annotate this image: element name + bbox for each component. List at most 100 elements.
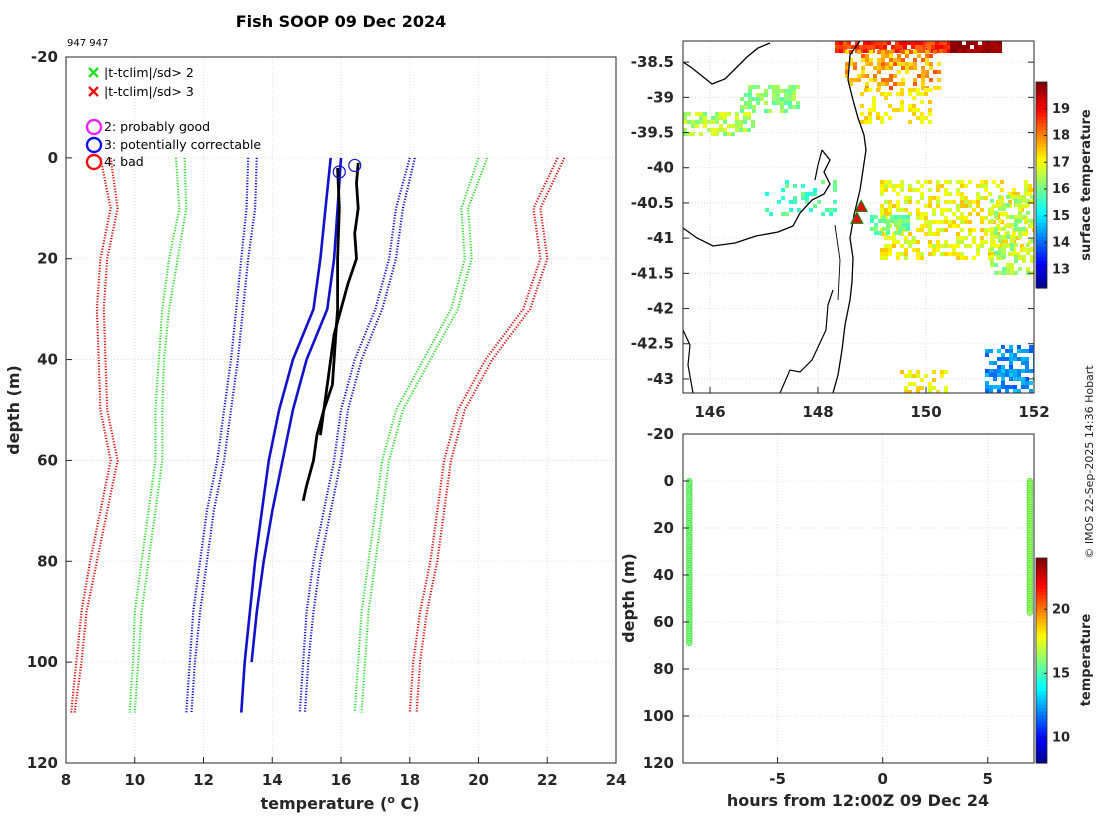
sst-pixel	[905, 54, 909, 58]
sst-pixel	[944, 252, 948, 256]
sst-pixel	[966, 45, 970, 49]
legend-label: 4: bad	[104, 154, 144, 169]
profile-y-tick-label: 20	[37, 250, 58, 268]
temperature-colorbar-segment	[1036, 592, 1047, 597]
profile-line-blue-left-a	[185, 157, 250, 713]
sst-pixel	[974, 41, 978, 45]
sst-pixel	[892, 204, 896, 208]
sst-colorbar-segment	[1036, 160, 1047, 165]
sst-pixel	[833, 188, 837, 192]
sst-pixel	[994, 251, 998, 255]
sst-pixel	[950, 41, 954, 45]
sst-pixel	[864, 88, 868, 92]
sst-pixel	[1014, 215, 1018, 219]
sst-pixel	[1005, 357, 1009, 361]
profile-line-red-left-a	[70, 157, 112, 713]
sst-pixel	[869, 78, 873, 82]
sst-pixel	[849, 62, 853, 66]
sst-pixel	[964, 216, 968, 220]
sst-colorbar-segment	[1036, 226, 1047, 231]
sst-pixel	[904, 256, 908, 260]
sst-pixel	[1021, 361, 1025, 365]
sst-pixel	[760, 97, 764, 101]
sst-pixel	[903, 45, 907, 49]
sst-pixel	[894, 219, 898, 223]
sst-pixel	[1029, 381, 1033, 385]
sst-colorbar-segment	[1036, 270, 1047, 275]
sst-pixel	[912, 382, 916, 386]
sst-pixel	[715, 128, 719, 132]
sst-pixel	[898, 215, 902, 219]
sst-pixel	[747, 112, 751, 116]
sst-pixel	[1009, 349, 1013, 353]
sst-pixel	[890, 215, 894, 219]
sst-colorbar-segment	[1036, 250, 1047, 255]
sst-pixel	[1014, 195, 1018, 199]
sst-pixel	[902, 223, 906, 227]
sst-pixel	[1025, 385, 1029, 389]
sst-pixel	[990, 45, 994, 49]
sst-pixel	[833, 180, 837, 184]
sst-pixel	[756, 97, 760, 101]
sst-pixel	[950, 49, 954, 53]
sst-pixel	[908, 88, 912, 92]
sst-pixel	[998, 45, 1002, 49]
sst-pixel	[893, 58, 897, 62]
sst-pixel	[908, 104, 912, 108]
sst-pixel	[1021, 357, 1025, 361]
sst-pixel	[1029, 389, 1033, 393]
temperature-colorbar-segment	[1036, 670, 1047, 675]
sst-pixel	[886, 227, 890, 231]
map-y-tick-label: -42	[647, 300, 674, 318]
sst-pixel	[980, 244, 984, 248]
sst-pixel	[777, 200, 781, 204]
sst-pixel	[789, 208, 793, 212]
sst-pixel	[1002, 267, 1006, 271]
sst-pixel	[1014, 219, 1018, 223]
sst-pixel	[896, 204, 900, 208]
temperature-colorbar-segment	[1036, 646, 1047, 651]
sst-pixel	[735, 120, 739, 124]
sst-pixel	[913, 58, 917, 62]
sst-pixel	[964, 196, 968, 200]
temperature-colorbar-segment	[1036, 650, 1047, 655]
sst-pixel	[908, 184, 912, 188]
legend-circle-marker	[85, 118, 103, 136]
sst-pixel	[1006, 195, 1010, 199]
sst-pixel	[901, 78, 905, 82]
temperature-colorbar-segment	[1036, 701, 1047, 706]
sst-pixel	[998, 255, 1002, 259]
sst-pixel	[904, 196, 908, 200]
sst-pixel	[960, 200, 964, 204]
sst-pixel	[956, 240, 960, 244]
sst-pixel	[1013, 377, 1017, 381]
sst-pixel	[916, 390, 920, 393]
sst-pixel	[870, 215, 874, 219]
legend-label: |t-tclim|/sd> 2	[104, 65, 194, 80]
sst-pixel	[992, 180, 996, 184]
temperature-colorbar-segment	[1036, 677, 1047, 682]
sst-colorbar-segment	[1036, 253, 1047, 258]
sst-pixel	[881, 66, 885, 70]
sst-pixel	[976, 244, 980, 248]
sst-pixel	[691, 132, 695, 136]
sst-pixel	[784, 97, 788, 101]
sst-pixel	[776, 93, 780, 97]
time-depth-y-label: depth (m)	[619, 553, 638, 643]
sst-pixel	[1001, 345, 1005, 349]
sst-pixel	[925, 54, 929, 58]
sst-pixel	[888, 204, 892, 208]
profile-line-red-right-b	[415, 157, 566, 713]
sst-pixel	[867, 41, 871, 45]
sst-pixel	[888, 104, 892, 108]
sst-colorbar-segment	[1036, 263, 1047, 268]
sst-pixel	[998, 271, 1002, 275]
map-y-tick-label: -42.5	[631, 335, 674, 353]
sst-pixel	[683, 128, 687, 132]
sst-pixel	[1026, 199, 1030, 203]
temperature-colorbar-segment	[1036, 694, 1047, 699]
sst-pixel	[1030, 195, 1034, 199]
sst-pixel	[868, 116, 872, 120]
sst-pixel	[998, 239, 1002, 243]
map-y-tick-label: -43	[647, 370, 674, 388]
